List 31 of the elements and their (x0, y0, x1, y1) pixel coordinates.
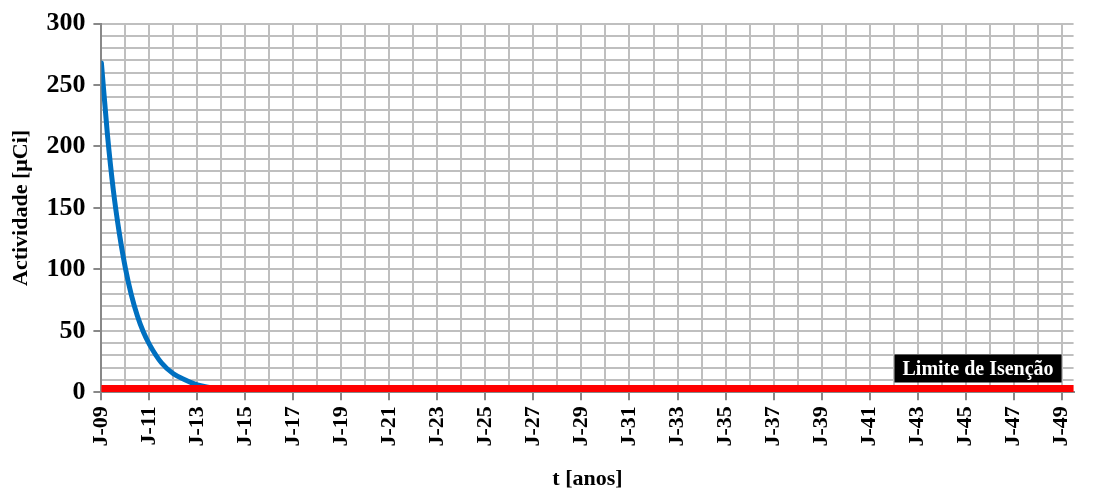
x-tick-label: J-09 (87, 406, 113, 447)
x-tick-label: J-13 (183, 406, 209, 447)
x-tick-label: J-11 (135, 406, 161, 446)
x-tick-label: J-35 (711, 406, 737, 447)
x-tick-label: J-27 (519, 406, 545, 447)
x-tick-label: J-33 (663, 406, 689, 447)
y-tick-label: 300 (46, 7, 86, 37)
y-tick-label: 0 (72, 375, 86, 405)
x-tick-label: J-41 (855, 406, 881, 447)
y-tick-label: 250 (46, 68, 86, 98)
x-tick-label: J-47 (999, 406, 1025, 447)
y-tick-label: 200 (46, 130, 86, 160)
x-axis-title: t [anos] (552, 465, 623, 491)
x-tick-label: J-49 (1047, 406, 1073, 447)
x-tick-label: J-25 (471, 406, 497, 447)
x-tick-label: J-31 (615, 406, 641, 447)
x-tick-label: J-39 (807, 406, 833, 447)
y-axis-title: Actividade [μCi] (6, 129, 32, 286)
ref-line-label: Limite de Isenção (902, 356, 1054, 380)
x-tick-label: J-45 (951, 406, 977, 447)
x-tick-label: J-17 (279, 406, 305, 447)
x-tick-label: J-29 (567, 406, 593, 447)
y-tick-label: 150 (46, 191, 86, 221)
x-tick-label: J-43 (903, 406, 929, 447)
x-tick-label: J-21 (375, 406, 401, 447)
x-tick-label: J-19 (327, 406, 353, 447)
x-tick-label: J-37 (759, 406, 785, 447)
y-tick-label: 50 (59, 314, 86, 344)
x-tick-label: J-23 (423, 406, 449, 447)
y-tick-label: 100 (46, 253, 86, 283)
x-tick-label: J-15 (231, 406, 257, 447)
